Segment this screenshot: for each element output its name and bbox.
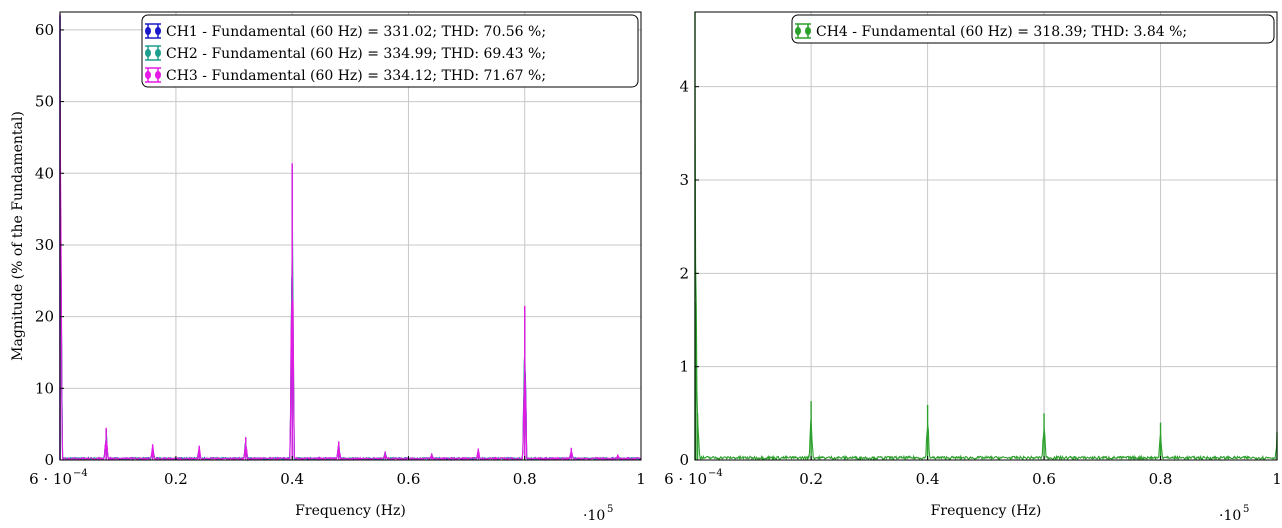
x-tick-label: 0.6 <box>397 470 421 488</box>
x-multiplier-exponent: 5 <box>1243 504 1249 515</box>
y-tick-label: 30 <box>35 236 54 254</box>
legend-entry: CH1 - Fundamental (60 Hz) = 331.02; THD:… <box>166 24 546 40</box>
y-tick-label: 2 <box>679 264 689 282</box>
legend-dot <box>155 71 161 79</box>
x-tick-label: 0.6 <box>1032 470 1056 488</box>
legend-dot <box>795 27 801 35</box>
legend-entry: CH2 - Fundamental (60 Hz) = 334.99; THD:… <box>166 46 546 62</box>
x-tick-label: 0.4 <box>280 470 304 488</box>
y-tick-label: 20 <box>35 308 54 326</box>
legend-marker <box>145 45 161 61</box>
legend-dot <box>145 49 151 57</box>
x-multiplier: ·10 <box>1219 508 1241 524</box>
legend-box <box>141 14 639 88</box>
y-tick-label: 10 <box>35 379 54 397</box>
legend-dot <box>145 71 151 79</box>
legend-entry: CH4 - Fundamental (60 Hz) = 318.39; THD:… <box>816 24 1187 40</box>
plot-frame <box>694 11 1278 461</box>
y-tick-label: 40 <box>35 164 54 182</box>
series-line-1 <box>694 89 1278 462</box>
y-tick-label: 0 <box>44 451 54 469</box>
x-tick-label: 1 <box>1272 470 1282 488</box>
series-line-2 <box>59 77 642 462</box>
legend-dot <box>805 27 811 35</box>
x-tick-label: 0.2 <box>799 470 823 488</box>
legend-dot <box>145 27 151 35</box>
x-tick-label: 0.8 <box>513 470 537 488</box>
legend-box <box>791 14 1275 44</box>
x-tick-label: 6 · 10 <box>664 470 707 488</box>
plot-frame <box>59 11 642 461</box>
y-axis-label: Magnitude (% of the Fundamental) <box>10 111 26 361</box>
x-multiplier: ·10 <box>583 508 605 524</box>
y-tick-label: 3 <box>679 171 689 189</box>
y-tick-label: 1 <box>679 358 689 376</box>
legend-dot <box>155 27 161 35</box>
legend-dot <box>155 49 161 57</box>
legend-marker <box>145 67 161 83</box>
x-tick-label: 0.8 <box>1149 470 1173 488</box>
y-tick-label: 0 <box>679 451 689 469</box>
x-multiplier-exponent: 5 <box>607 504 613 515</box>
x-axis-label: Frequency (Hz) <box>931 503 1042 519</box>
x-tick-label: 0.2 <box>164 470 188 488</box>
left-plot: 0 10 20 30 40 50 60 6 · 10 −4 0.2 0.4 0.6 0.8 1 Freque… <box>10 11 646 524</box>
y-tick-label: 50 <box>35 93 54 111</box>
x-tick-label: 1 <box>636 470 646 488</box>
x-tick-label: 0.4 <box>916 470 940 488</box>
legend-entry: CH3 - Fundamental (60 Hz) = 334.12; THD:… <box>166 68 546 84</box>
x-axis-label: Frequency (Hz) <box>295 503 406 519</box>
x-tick-exponent: −4 <box>708 468 723 479</box>
x-tick-label: 6 · 10 <box>29 470 72 488</box>
y-tick-label: 60 <box>35 21 54 39</box>
right-plot: 0 1 2 3 4 6 · 10 −4 0.2 0.4 0.6 0.8 1 Frequency (Hz)… <box>664 11 1282 524</box>
legend-marker <box>145 23 161 39</box>
legend-marker <box>795 23 811 39</box>
y-tick-label: 4 <box>679 78 689 96</box>
x-tick-exponent: −4 <box>73 468 88 479</box>
series-line-3 <box>59 76 642 462</box>
